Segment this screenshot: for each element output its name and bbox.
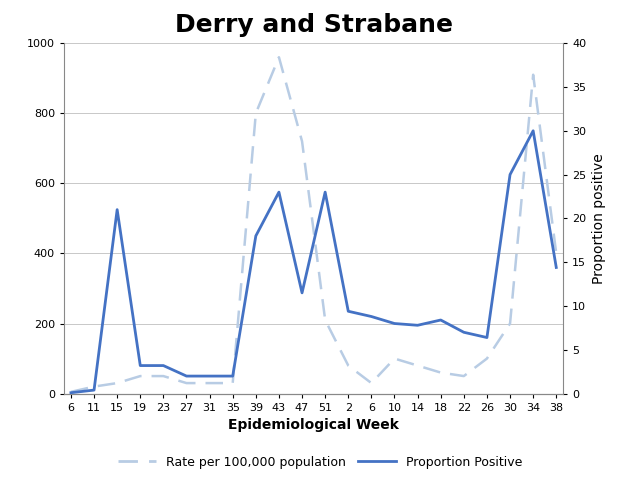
X-axis label: Epidemiological Week: Epidemiological Week: [228, 418, 399, 432]
Y-axis label: Proportion positive: Proportion positive: [592, 153, 606, 284]
Title: Derry and Strabane: Derry and Strabane: [175, 13, 452, 37]
Legend: Rate per 100,000 population, Proportion Positive: Rate per 100,000 population, Proportion …: [113, 451, 527, 474]
